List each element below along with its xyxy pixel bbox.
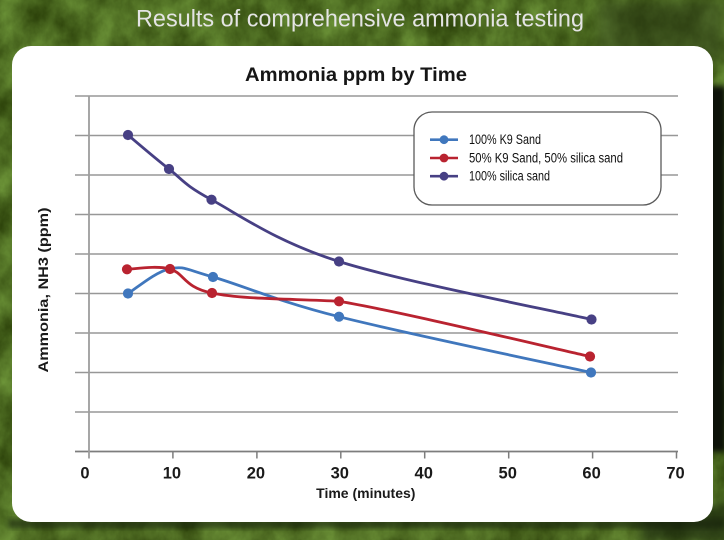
svg-text:100% K9 Sand: 100% K9 Sand — [469, 132, 541, 147]
svg-text:30: 30 — [331, 465, 349, 483]
svg-text:20: 20 — [247, 465, 265, 483]
svg-text:100% silica sand: 100% silica sand — [469, 169, 550, 184]
svg-text:50% K9 Sand, 50% silica sand: 50% K9 Sand, 50% silica sand — [469, 151, 623, 166]
svg-text:70: 70 — [666, 465, 684, 483]
svg-text:10: 10 — [163, 465, 181, 483]
svg-text:60: 60 — [582, 465, 600, 483]
svg-text:Ammonia, NH3 (ppm): Ammonia, NH3 (ppm) — [36, 207, 52, 372]
svg-text:Results of comprehensive ammon: Results of comprehensive ammonia testing — [136, 6, 584, 33]
svg-text:Time (minutes): Time (minutes) — [316, 485, 415, 501]
svg-text:40: 40 — [415, 465, 433, 483]
svg-text:0: 0 — [80, 465, 89, 483]
svg-text:50: 50 — [499, 465, 517, 483]
svg-text:Ammonia ppm by Time: Ammonia ppm by Time — [245, 64, 467, 86]
